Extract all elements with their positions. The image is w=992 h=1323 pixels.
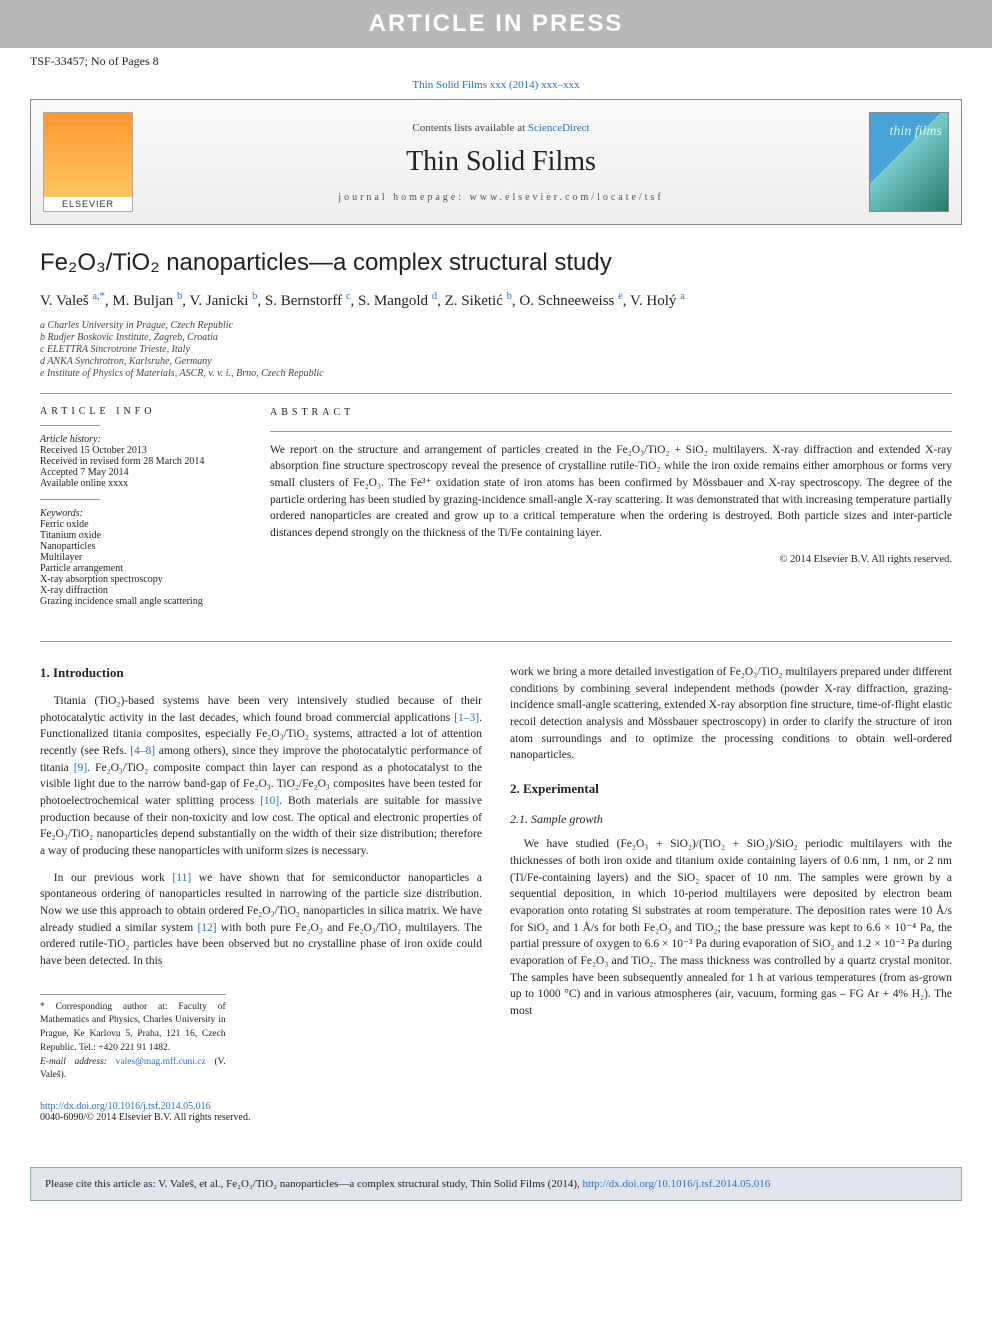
history-line: Received in revised form 28 March 2014 (40, 456, 240, 467)
please-cite-box: Please cite this article as: V. Valeš, e… (30, 1167, 962, 1201)
intro-para-3: work we bring a more detailed investigat… (510, 664, 952, 764)
journal-title: Thin Solid Films (133, 146, 869, 178)
keyword: Grazing incidence small angle scattering (40, 596, 240, 607)
rule (40, 393, 952, 394)
affiliation-line: d ANKA Synchrotron, Karlsruhe, Germany (40, 356, 952, 367)
author-list: V. Valeš a,*, M. Buljan b, V. Janicki b,… (40, 291, 952, 310)
cite-doi-link[interactable]: http://dx.doi.org/10.1016/j.tsf.2014.05.… (583, 1178, 771, 1190)
ref-link[interactable]: [9] (74, 762, 87, 774)
keyword: Nanoparticles (40, 541, 240, 552)
history-label: Article history: (40, 434, 240, 445)
journal-masthead: ELSEVIER Contents lists available at Sci… (30, 99, 962, 225)
ref-link[interactable]: [11] (172, 872, 191, 884)
ref-link[interactable]: [1–3] (454, 712, 479, 724)
history-line: Available online xxxx (40, 478, 240, 489)
abstract-text: We report on the structure and arrangeme… (270, 442, 952, 542)
article-title: Fe₂O₃/TiO₂ nanoparticles—a complex struc… (40, 249, 952, 277)
abstract-column: ABSTRACT We report on the structure and … (270, 406, 952, 617)
keyword: X-ray absorption spectroscopy (40, 574, 240, 585)
section-intro-heading: 1. Introduction (40, 664, 482, 683)
article-history: Article history: Received 15 October 201… (40, 434, 240, 489)
manuscript-ref: TSF-33457; No of Pages 8 (30, 54, 159, 69)
elsevier-logo: ELSEVIER (43, 112, 133, 212)
keyword: Multilayer (40, 552, 240, 563)
growth-para-1: We have studied (Fe₂O₃ + SiO₂)/(TiO₂ + S… (510, 836, 952, 1019)
keyword: Titanium oxide (40, 530, 240, 541)
cover-text: thin films (889, 125, 942, 139)
short-rule (40, 499, 100, 500)
footnote-corr: * Corresponding author at: Faculty of Ma… (40, 1001, 226, 1056)
rule (270, 431, 952, 432)
article-info-heading: ARTICLE INFO (40, 406, 240, 417)
abstract-copyright: © 2014 Elsevier B.V. All rights reserved… (270, 552, 952, 567)
ref-link[interactable]: [12] (197, 922, 216, 934)
issn-copyright: 0040-6090/© 2014 Elsevier B.V. All right… (40, 1112, 250, 1123)
ref-link[interactable]: [4–8] (130, 745, 155, 757)
section-experimental-heading: 2. Experimental (510, 780, 952, 799)
article-info-column: ARTICLE INFO Article history: Received 1… (40, 406, 240, 617)
history-line: Accepted 7 May 2014 (40, 467, 240, 478)
affiliations: a Charles University in Prague, Czech Re… (40, 320, 952, 379)
abstract-heading: ABSTRACT (270, 406, 952, 421)
doi-block: http://dx.doi.org/10.1016/j.tsf.2014.05.… (40, 1101, 952, 1123)
affiliation-line: a Charles University in Prague, Czech Re… (40, 320, 952, 331)
contents-available: Contents lists available at ScienceDirec… (133, 122, 869, 134)
citation-line[interactable]: Thin Solid Films xxx (2014) xxx–xxx (0, 75, 992, 99)
keyword: Particle arrangement (40, 563, 240, 574)
short-rule (40, 425, 100, 426)
subsection-growth-heading: 2.1. Sample growth (510, 811, 952, 828)
keywords-block: Keywords: Ferric oxideTitanium oxideNano… (40, 508, 240, 607)
keyword: X-ray diffraction (40, 585, 240, 596)
affiliation-line: b Rudjer Boskovic Institute, Zagreb, Cro… (40, 332, 952, 343)
affiliation-line: e Institute of Physics of Materials, ASC… (40, 368, 952, 379)
rule (40, 641, 952, 642)
journal-cover-thumb: thin films (869, 112, 949, 212)
body-columns: 1. Introduction Titania (TiO₂)-based sys… (40, 664, 952, 1083)
elsevier-logo-text: ELSEVIER (44, 197, 132, 211)
journal-homepage: journal homepage: www.elsevier.com/locat… (133, 192, 869, 203)
intro-para-1: Titania (TiO₂)-based systems have been v… (40, 693, 482, 860)
affiliation-line: c ELETTRA Sincrotrone Trieste, Italy (40, 344, 952, 355)
cite-prefix: Please cite this article as: V. Valeš, e… (45, 1178, 583, 1190)
history-line: Received 15 October 2013 (40, 445, 240, 456)
intro-para-2: In our previous work [11] we have shown … (40, 870, 482, 970)
doi-link[interactable]: http://dx.doi.org/10.1016/j.tsf.2014.05.… (40, 1101, 211, 1112)
corresponding-author-footnote: * Corresponding author at: Faculty of Ma… (40, 994, 226, 1084)
author-email-link[interactable]: vales@mag.mff.cuni.cz (116, 1057, 206, 1067)
header-row: TSF-33457; No of Pages 8 (0, 48, 992, 75)
ref-link[interactable]: [10] (260, 795, 279, 807)
sciencedirect-link[interactable]: ScienceDirect (528, 122, 590, 134)
keywords-label: Keywords: (40, 508, 240, 519)
email-label: E-mail address: (40, 1057, 116, 1067)
keyword: Ferric oxide (40, 519, 240, 530)
in-press-banner: ARTICLE IN PRESS (0, 0, 992, 48)
